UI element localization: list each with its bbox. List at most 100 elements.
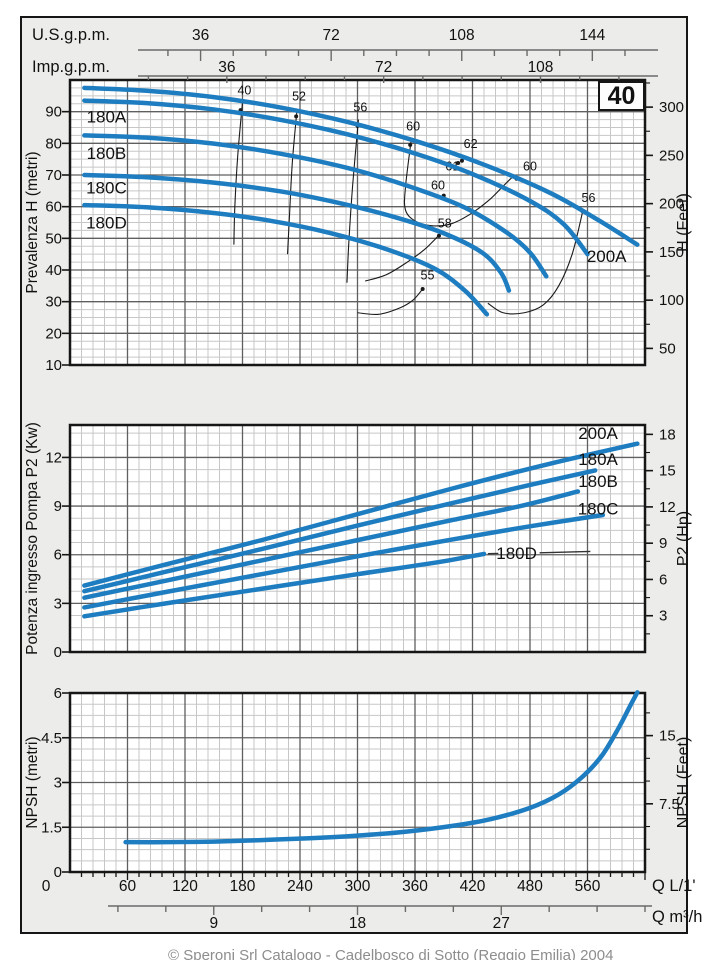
efficiency-label: 55 <box>421 269 435 283</box>
efficiency-dot <box>294 114 299 119</box>
x-axis-tick-label: 60 <box>119 878 137 895</box>
x-axis-tick-label: 480 <box>517 878 543 895</box>
series-label-200A: 200A <box>587 247 627 266</box>
x-axis-tick-label: 0 <box>42 878 51 895</box>
series-label-180A: 180A <box>87 107 127 126</box>
efficiency-label: 62 <box>464 137 478 151</box>
y-left-tick-label: 0 <box>54 864 62 881</box>
x-axis-tick-label: 420 <box>460 878 486 895</box>
y-left-tick-label: 1.5 <box>41 819 62 836</box>
x-axis-tick-label: 300 <box>345 878 371 895</box>
y-left-tick-label: 20 <box>45 325 62 342</box>
model-badge: 40 <box>598 81 645 111</box>
series-label-180D: 180D <box>496 544 537 563</box>
series-label-180C: 180C <box>578 500 619 519</box>
series-180B <box>82 489 581 600</box>
y-left-tick-label: 30 <box>45 294 62 311</box>
y-right-tick-label: 9 <box>659 535 667 552</box>
series-200A <box>82 441 640 588</box>
efficiency-label: 60 <box>523 159 537 173</box>
m3h-unit-label: Q m³/h <box>652 908 702 926</box>
series-200A <box>82 85 640 247</box>
y-left-tick-label: 60 <box>45 199 62 216</box>
ruler-tick-label: 144 <box>579 27 605 44</box>
y-right-tick-label: 3 <box>659 608 667 625</box>
efficiency-label: 56 <box>582 191 596 205</box>
x-axis-tick-label: 560 <box>575 878 601 895</box>
y-left-tick-label: 80 <box>45 135 62 152</box>
series-label-180A: 180A <box>578 450 618 469</box>
efficiency-contour <box>286 108 298 255</box>
y-left-tick-label: 6 <box>54 685 62 702</box>
y-left-tick-label: 50 <box>45 230 62 247</box>
y-left-axis-title: Prevalenza H (metri) <box>24 151 41 293</box>
efficiency-label: 60 <box>431 178 445 192</box>
y-left-tick-label: 9 <box>54 498 62 515</box>
y-right-tick-label: 18 <box>659 426 676 443</box>
y-right-tick-label: 150 <box>659 244 684 261</box>
y-right-tick-label: 200 <box>659 196 684 213</box>
series-label-180B: 180B <box>578 472 618 491</box>
y-left-tick-label: 6 <box>54 547 62 564</box>
x-axis-tick-label: 180 <box>230 878 256 895</box>
y-left-axis-title: Potenza ingresso Pompa P2 (Kw) <box>24 422 41 655</box>
efficiency-contour <box>233 102 244 245</box>
page-caption: © Speroni Srl Catalogo - Cadelbosco di S… <box>168 947 614 960</box>
plot-frame <box>68 423 647 654</box>
x-axis-tick-label: 360 <box>402 878 428 895</box>
series-180C <box>82 172 512 293</box>
efficiency-dot <box>456 160 461 165</box>
y-right-tick-label: 300 <box>659 99 684 116</box>
series-180B <box>82 133 549 279</box>
m3h-tick-label: 27 <box>493 915 510 932</box>
efficiency-label: 60 <box>406 120 420 134</box>
series-180A <box>82 98 590 257</box>
series-label-180D: 180D <box>86 214 127 233</box>
ruler-tick-label: 108 <box>528 59 554 76</box>
m3h-tick-label: 18 <box>349 915 366 932</box>
efficiency-contour <box>346 119 360 283</box>
efficiency-contour <box>487 211 584 315</box>
y-right-tick-label: 6 <box>659 571 667 588</box>
ruler-tick-label: 36 <box>218 59 235 76</box>
ruler-title-1: Imp.g.p.m. <box>32 58 110 76</box>
y-right-tick-label: 250 <box>659 147 684 164</box>
y-left-tick-label: 3 <box>54 595 62 612</box>
y-right-tick-label: 12 <box>659 499 676 516</box>
y-left-axis-title: NPSH (metri) <box>24 736 41 828</box>
x-axis-tick-label: 240 <box>287 878 313 895</box>
x-axis-unit-label: Q L/1' <box>652 877 696 895</box>
series-NPSH <box>123 690 640 845</box>
ruler-title-0: U.S.g.p.m. <box>32 26 110 44</box>
y-right-tick-label: 7.5 <box>659 796 680 813</box>
y-right-tick-label: 50 <box>659 340 676 357</box>
ruler-tick-label: 72 <box>323 27 340 44</box>
efficiency-label: 52 <box>292 90 306 104</box>
y-left-tick-label: 3 <box>54 775 62 792</box>
y-left-tick-label: 0 <box>54 644 62 661</box>
y-left-tick-label: 70 <box>45 167 62 184</box>
efficiency-label: 56 <box>353 101 367 115</box>
efficiency-dot <box>436 233 441 238</box>
y-left-tick-label: 90 <box>45 104 62 121</box>
ruler-tick-label: 72 <box>375 59 392 76</box>
y-right-tick-label: 15 <box>659 463 676 480</box>
efficiency-contour <box>357 288 424 316</box>
efficiency-contour <box>365 234 440 282</box>
y-left-tick-label: 10 <box>45 357 62 374</box>
efficiency-dot <box>459 158 464 163</box>
efficiency-dot <box>420 287 425 291</box>
series-180D <box>82 551 487 619</box>
y-right-axis-title: NPSH (Feet) <box>675 737 692 829</box>
y-right-tick-label: 100 <box>659 292 684 309</box>
ruler-tick-label: 108 <box>449 27 475 44</box>
efficiency-dot <box>408 142 413 147</box>
x-axis-tick-label: 120 <box>172 878 198 895</box>
series-label-180C: 180C <box>86 179 127 198</box>
y-right-tick-label: 15 <box>659 728 676 745</box>
y-left-tick-label: 40 <box>45 262 62 279</box>
series-label-200A: 200A <box>578 424 618 443</box>
y-left-tick-label: 4.5 <box>41 730 62 747</box>
